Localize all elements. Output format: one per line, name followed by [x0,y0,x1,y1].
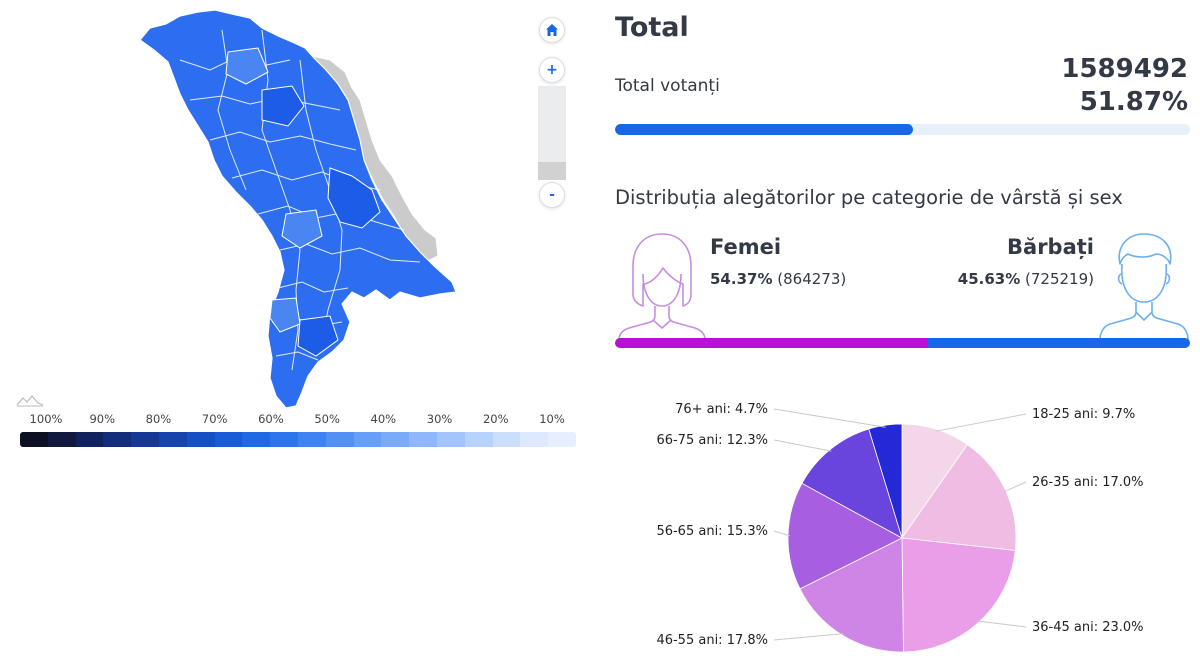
legend-color-cell [242,432,271,447]
pie-slice[interactable] [787,482,903,590]
male-avatar-icon [1099,233,1189,340]
legend-color-cell [20,432,48,447]
legend-label: 50% [314,412,340,426]
map-region-light [269,297,301,333]
legend-label: 90% [89,412,115,426]
home-button[interactable] [539,17,565,43]
legend-label: 100% [29,412,63,426]
legend-color-cell [47,432,76,447]
map-region-dark [297,315,339,357]
pie-connector [773,633,844,641]
male-percentage: 45.63% [957,270,1021,288]
pie-connector [1003,481,1027,493]
pie-label: 18-25 ani: 9.7% [1032,407,1135,422]
turnout-progress-bar [615,124,1190,135]
legend-label: 60% [258,412,284,426]
pie-label: 56-65 ani: 15.3% [656,524,768,539]
pie-connector [773,408,886,428]
home-icon [546,24,558,36]
age-pie-chart: 18-25 ani: 9.7% 26-35 ani: 17.0% 36-45 ani… [656,402,1144,653]
map-region-light [225,47,269,85]
legend-color-cell [297,432,326,447]
pie-slice[interactable] [901,537,1016,653]
legend-label: 20% [482,412,509,426]
legend-color-cell [75,432,104,447]
pie-slice[interactable] [868,423,903,539]
legend-color-cell [381,432,410,447]
legend-color-cell [131,432,159,447]
moldova-map[interactable] [0,0,600,420]
female-label: Femei [710,235,782,259]
legend-label: 10% [539,412,565,426]
male-stats: 45.63% (725219) [958,270,1094,288]
legend-color-cell [214,432,243,447]
legend-color-cell [353,432,382,447]
zoom-out-button[interactable]: - [539,182,565,208]
gender-bar-male [927,338,1190,348]
legend-color-cell [464,432,493,447]
legend-color-cell [436,432,465,447]
legend-color-cell [409,432,437,447]
pie-label: 46-55 ani: 17.8% [656,633,768,648]
legend-color-cell [548,432,576,447]
pie-slice[interactable] [799,537,904,653]
pie-label: 36-45 ani: 23.0% [1032,620,1144,635]
legend-label: 30% [426,412,453,426]
total-voters-count: 1589492 [1061,54,1188,84]
pie-connector [773,439,832,452]
pie-label: 76+ ani: 4.7% [675,402,768,417]
zoom-in-button[interactable]: + [539,57,565,83]
map-region-dark [261,85,305,127]
page-title: Total [615,12,689,43]
turnout-percentage: 51.87% [1079,87,1188,117]
female-stats: 54.37% (864273) [710,270,846,288]
mountain-icon [16,395,44,407]
legend-label: 80% [145,412,172,426]
map-panel: + - 100% 90% 80% 70% 60% 50% 40% 30% 20% 10% [0,0,600,447]
legend-color-cell [186,432,215,447]
legend-color-cell [158,432,187,447]
legend-color-bar [20,432,576,447]
female-count: (864273) [777,270,847,288]
legend-color-cell [103,432,132,447]
distribution-title: Distribuția alegătorilor pe categorie de… [615,186,1123,209]
zoom-slider[interactable] [538,86,566,180]
legend-label: 40% [370,412,397,426]
pie-connector [977,620,1027,628]
pie-connector [773,530,791,537]
gender-bar-female [615,338,928,348]
turnout-progress-fill [615,124,914,135]
map-country-outline [139,9,457,409]
legend-color-cell [520,432,549,447]
pie-label: 66-75 ani: 12.3% [656,433,768,448]
gender-ratio-bar [615,338,1190,348]
female-percentage: 54.37% [710,270,773,288]
pie-connector [935,413,1027,432]
color-legend: 100% 90% 80% 70% 60% 50% 40% 30% 20% 10% [20,412,576,447]
legend-color-cell [325,432,354,447]
pie-label: 26-35 ani: 17.0% [1032,475,1144,490]
female-avatar-icon [618,233,706,340]
legend-color-cell [492,432,521,447]
total-voters-label: Total votanți [615,76,720,96]
legend-labels: 100% 90% 80% 70% 60% 50% 40% 30% 20% 10% [20,412,576,430]
male-label: Bărbați [1007,235,1094,259]
zoom-slider-handle[interactable] [538,162,566,180]
male-count: (725219) [1025,270,1094,288]
map-region-light [281,209,323,249]
legend-color-cell [270,432,298,447]
map-region-dark [327,167,381,229]
legend-label: 70% [201,412,228,426]
